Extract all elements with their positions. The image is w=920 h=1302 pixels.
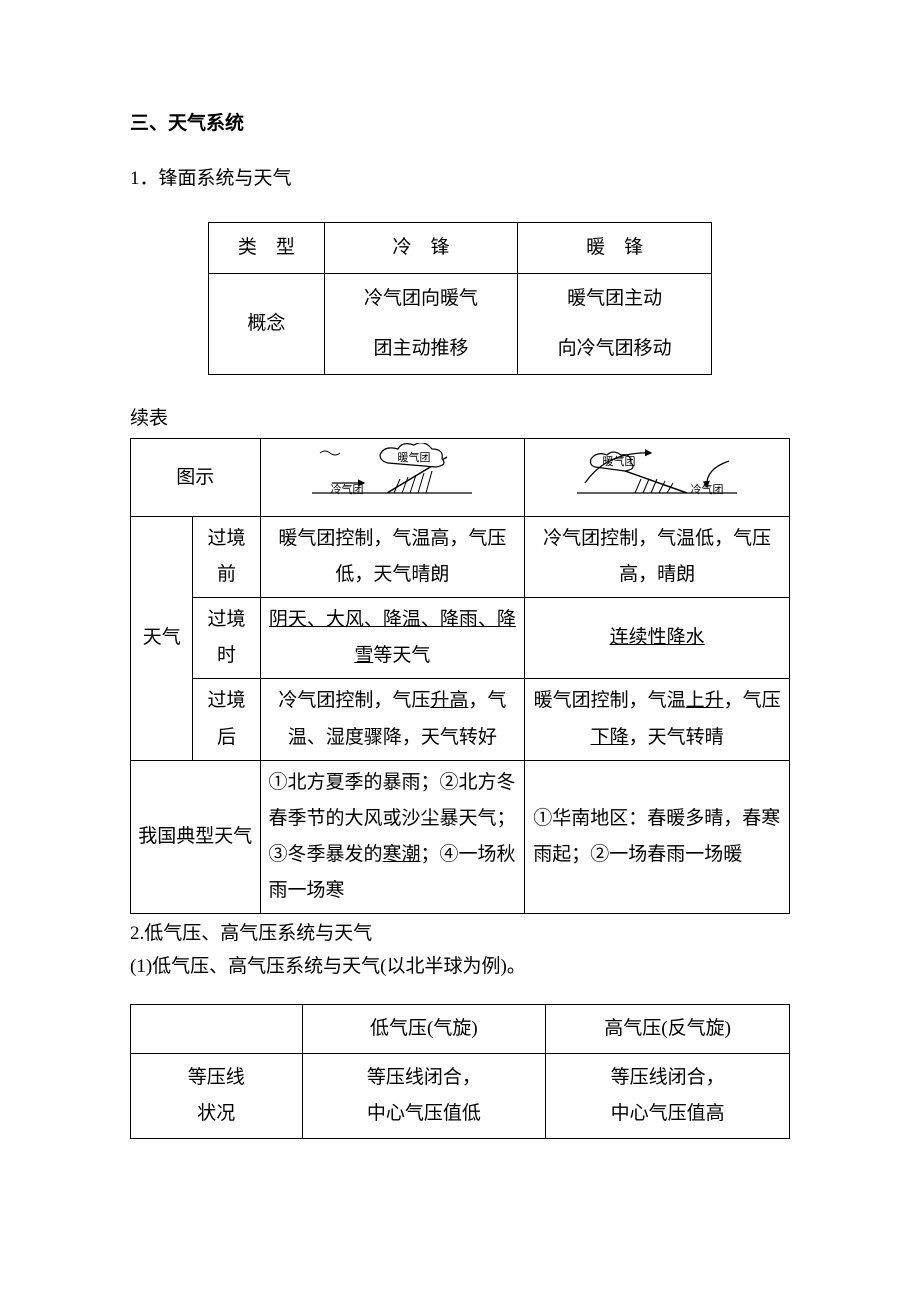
high-pressure-header: 高气压(反气旋) [546, 1005, 790, 1054]
cold-mass-label: 冷气团 [331, 482, 364, 496]
isobar-label: 等压线状况 [131, 1054, 303, 1139]
cold-concept-1: 冷气团向暖气 [324, 274, 518, 325]
table-row: 过境后 冷气团控制，气压升高，气温、湿度骤降，天气转好 暖气团控制，气温上升，气… [131, 679, 790, 760]
front-detail-table: 图示 [130, 438, 790, 914]
weather-label: 天气 [131, 517, 193, 761]
subsection-2-paragraph: (1)低气压、高气压系统与天气(以北半球为例)。 [130, 951, 790, 978]
pressure-system-table: 低气压(气旋) 高气压(反气旋) 等压线状况 等压线闭合，中心气压值低 等压线闭… [130, 1004, 790, 1139]
after-label: 过境后 [193, 679, 260, 760]
low-pressure-header: 低气压(气旋) [302, 1005, 546, 1054]
warm-mass-label: 暖气团 [398, 450, 431, 464]
after-warm: 暖气团控制，气温上升，气压下降，天气转晴 [525, 679, 790, 760]
section-heading: 三、天气系统 [130, 108, 790, 135]
table-row: 概念 冷气团向暖气 暖气团主动 [209, 274, 712, 325]
warm-concept-1: 暖气团主动 [518, 274, 712, 325]
cold-front-diagram: 暖气团 冷气团 [260, 439, 525, 517]
typical-label: 我国典型天气 [131, 760, 261, 913]
header-type: 类 型 [209, 223, 325, 274]
cold-mass-label-2: 冷气团 [691, 482, 724, 496]
warm-front-svg: 暖气团 冷气团 [567, 443, 747, 499]
before-warm: 冷气团控制，气温低，气压高，晴朗 [525, 517, 790, 598]
after-cold: 冷气团控制，气压升高，气温、湿度骤降，天气转好 [260, 679, 525, 760]
during-warm: 连续性降水 [525, 598, 790, 679]
subsection-2-heading: 2.低气压、高气压系统与天气 [130, 918, 790, 945]
during-label: 过境时 [193, 598, 260, 679]
table-row: 天气 过境前 暖气团控制，气温高，气压低，天气晴朗 冷气团控制，气温低，气压高，… [131, 517, 790, 598]
cold-front-svg: 暖气团 冷气团 [302, 443, 482, 499]
cold-concept-2: 团主动推移 [324, 324, 518, 375]
diagram-row-label: 图示 [131, 439, 261, 517]
isobar-low: 等压线闭合，中心气压值低 [302, 1054, 546, 1139]
table-row: 图示 [131, 439, 790, 517]
continued-label: 续表 [130, 403, 790, 430]
table-row: 我国典型天气 ①北方夏季的暴雨；②北方冬春季节的大风或沙尘暴天气；③冬季暴发的寒… [131, 760, 790, 913]
warm-concept-2: 向冷气团移动 [518, 324, 712, 375]
table-row: 过境时 阴天、大风、降温、降雨、降雪等天气 连续性降水 [131, 598, 790, 679]
during-cold: 阴天、大风、降温、降雨、降雪等天气 [260, 598, 525, 679]
table-row: 低气压(气旋) 高气压(反气旋) [131, 1005, 790, 1054]
front-type-table: 类 型 冷 锋 暖 锋 概念 冷气团向暖气 暖气团主动 团主动推移 向冷气团移动 [208, 222, 712, 375]
subsection-1-heading: 1．锋面系统与天气 [130, 163, 790, 190]
blank-header [131, 1005, 303, 1054]
concept-label: 概念 [209, 274, 325, 375]
header-cold: 冷 锋 [324, 223, 518, 274]
table-row: 等压线状况 等压线闭合，中心气压值低 等压线闭合，中心气压值高 [131, 1054, 790, 1139]
before-cold: 暖气团控制，气温高，气压低，天气晴朗 [260, 517, 525, 598]
table-row: 类 型 冷 锋 暖 锋 [209, 223, 712, 274]
before-label: 过境前 [193, 517, 260, 598]
warm-mass-label-2: 暖气团 [603, 454, 636, 468]
typical-warm: ①华南地区：春暖多晴，春寒雨起；②一场春雨一场暖 [525, 760, 790, 913]
typical-cold: ①北方夏季的暴雨；②北方冬春季节的大风或沙尘暴天气；③冬季暴发的寒潮；④一场秋雨… [260, 760, 525, 913]
header-warm: 暖 锋 [518, 223, 712, 274]
warm-front-diagram: 暖气团 冷气团 [525, 439, 790, 517]
isobar-high: 等压线闭合，中心气压值高 [546, 1054, 790, 1139]
document-page: 三、天气系统 1．锋面系统与天气 类 型 冷 锋 暖 锋 概念 冷气团向暖气 暖… [0, 0, 920, 1302]
